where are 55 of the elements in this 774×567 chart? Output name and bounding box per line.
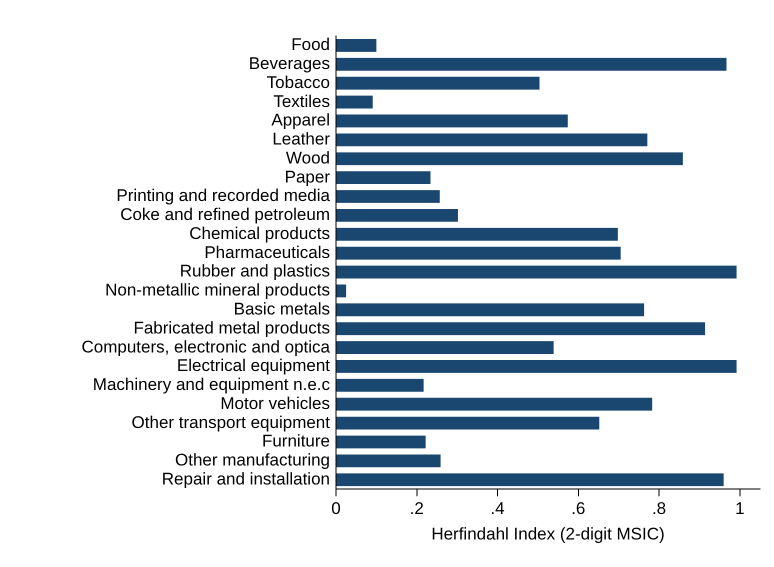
- bar: [336, 454, 441, 468]
- y-tick-label: Other transport equipment: [132, 412, 330, 432]
- y-tick-label: Fabricated metal products: [133, 318, 330, 338]
- y-tick-label: Computers, electronic and optica: [81, 337, 331, 356]
- bar: [336, 341, 554, 354]
- bar: [336, 58, 726, 71]
- bar: [336, 360, 737, 373]
- y-tick-label: Machinery and equipment n.e.c: [92, 375, 330, 394]
- y-tick-label: Apparel: [271, 110, 330, 130]
- x-tick-label: .8: [652, 499, 666, 518]
- bar: [336, 208, 458, 222]
- bar: [336, 133, 648, 146]
- x-tick-label: 0: [331, 499, 341, 518]
- y-tick-label: Furniture: [262, 432, 330, 451]
- y-tick-label: Motor vehicles: [220, 394, 330, 413]
- y-tick-label: Non-metallic mineral products: [105, 280, 330, 300]
- bar: [336, 171, 430, 184]
- y-tick-label: Repair and installation: [162, 469, 330, 488]
- x-axis-title: Herfindahl Index (2-digit MSIC): [431, 524, 665, 544]
- y-tick-label: Textiles: [273, 92, 330, 111]
- y-tick-label: Electrical equipment: [176, 356, 330, 376]
- y-tick-label: Wood: [286, 148, 330, 168]
- y-tick-label: Beverages: [248, 54, 330, 74]
- y-tick-label: Food: [291, 35, 330, 54]
- bar: [336, 76, 540, 90]
- y-tick-label: Paper: [284, 167, 330, 186]
- x-tick-label: .4: [490, 499, 505, 518]
- bar: [336, 228, 618, 241]
- bar: [336, 96, 373, 109]
- bar: [336, 152, 683, 166]
- x-tick-label: .2: [410, 499, 424, 518]
- y-tick-label: Pharmaceuticals: [204, 242, 330, 262]
- bar: [336, 398, 652, 411]
- bar: [336, 39, 376, 52]
- y-tick-label: Leather: [272, 130, 330, 149]
- y-tick-label: Other manufacturing: [175, 450, 330, 470]
- bar: [336, 190, 440, 203]
- y-tick-label: Basic metals: [234, 299, 330, 318]
- bar: [336, 303, 644, 316]
- bar: [336, 284, 346, 298]
- x-tick-label: .6: [571, 499, 586, 518]
- bar: [336, 114, 568, 128]
- bar: [336, 246, 621, 260]
- bar: [336, 378, 424, 392]
- y-tick-label: Tobacco: [266, 72, 330, 92]
- y-tick-label: Printing and recorded media: [116, 186, 331, 206]
- bar: [336, 322, 706, 336]
- y-tick-label: Coke and refined petroleum: [120, 205, 330, 224]
- y-tick-label: Chemical products: [189, 224, 330, 243]
- bar: [336, 266, 737, 278]
- bar: [336, 473, 724, 486]
- bar: [336, 416, 600, 430]
- x-tick-label: 1: [735, 499, 745, 518]
- bar: [336, 436, 426, 448]
- y-tick-label: Rubber and plastics: [180, 262, 330, 281]
